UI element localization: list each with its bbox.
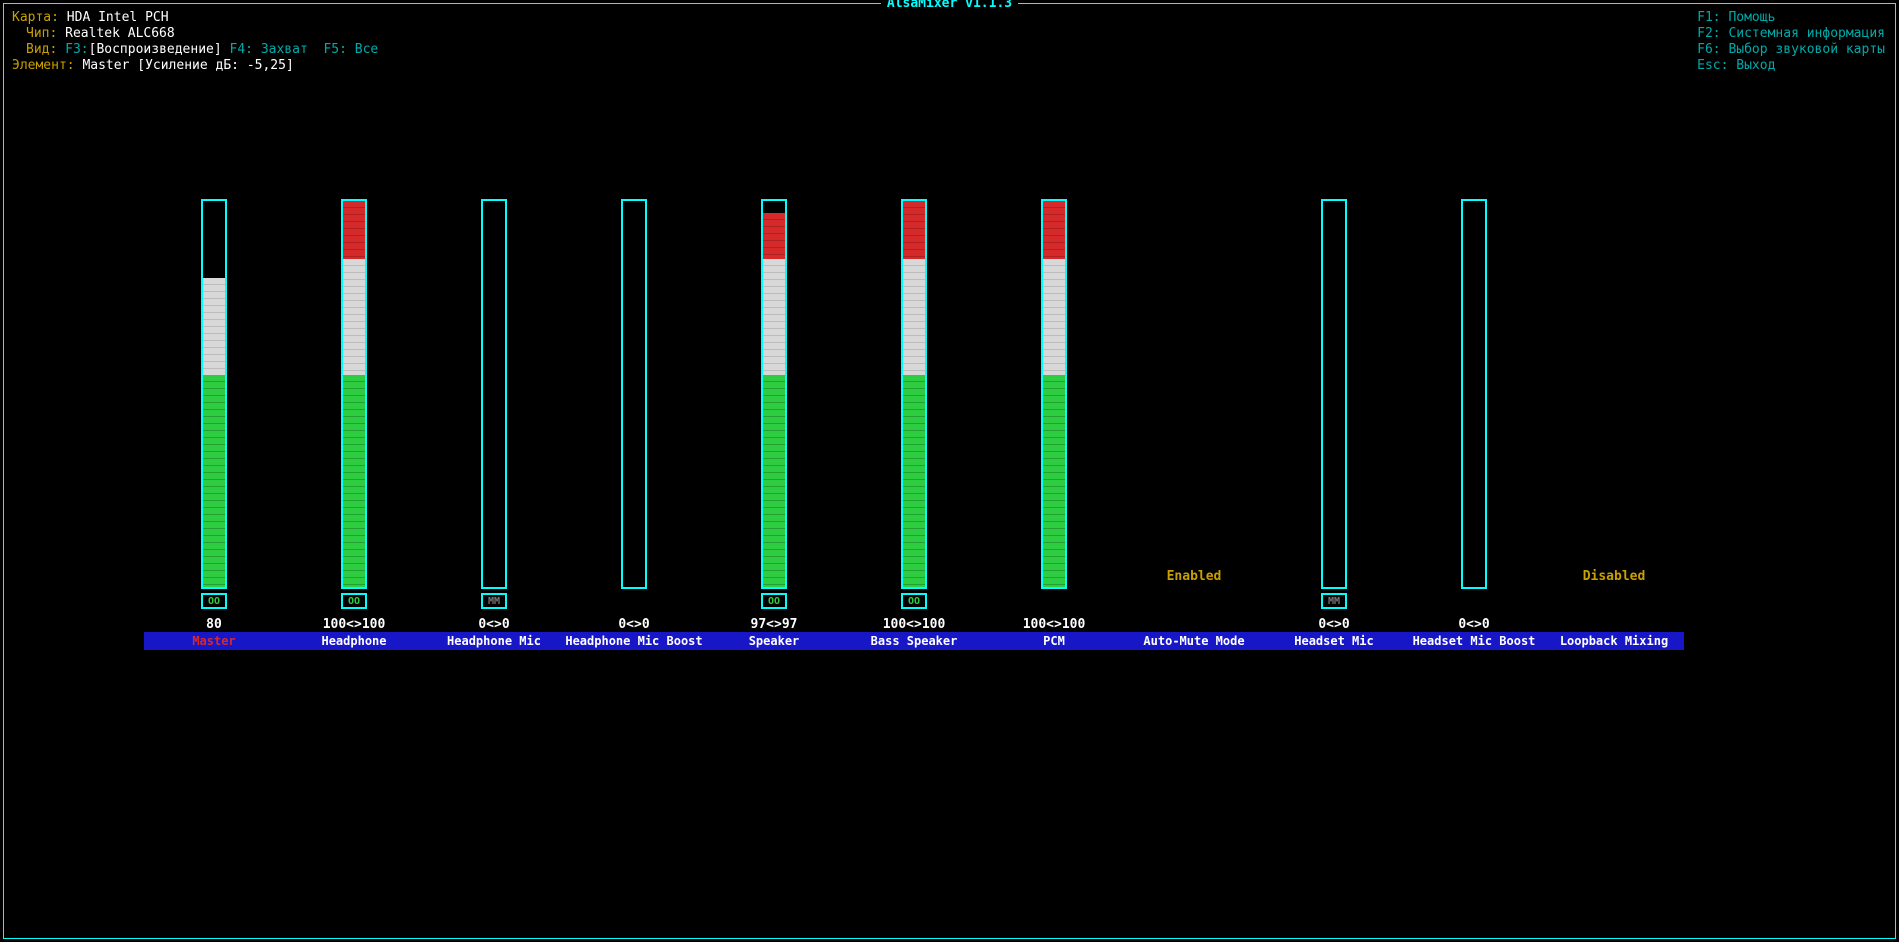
card-value: HDA Intel PCH bbox=[67, 10, 169, 25]
help-f2-txt: Системная информация bbox=[1728, 26, 1885, 41]
volume-bar[interactable] bbox=[901, 199, 927, 589]
help-f1-key[interactable]: F1: bbox=[1697, 10, 1720, 25]
mute-indicator[interactable]: MM bbox=[481, 593, 507, 609]
channel-label[interactable]: Headphone Mic Boost bbox=[564, 632, 704, 650]
help-esc-key[interactable]: Esc: bbox=[1697, 58, 1728, 73]
level-readout: 0<>0 bbox=[1318, 617, 1349, 632]
channel-label[interactable]: Auto-Mute Mode bbox=[1124, 632, 1264, 650]
help-f6-txt: Выбор звуковой карты bbox=[1728, 42, 1885, 57]
channel-label[interactable]: PCM bbox=[984, 632, 1124, 650]
level-readout: 0<>0 bbox=[1458, 617, 1489, 632]
channel-status: Disabled bbox=[1544, 569, 1684, 584]
channel-headset-mic[interactable]: MM 0<>0 bbox=[1264, 199, 1404, 659]
channel-auto-mute-mode[interactable]: Enabled bbox=[1124, 199, 1264, 659]
channel-master[interactable]: OO 80 bbox=[144, 199, 284, 659]
channel-label[interactable]: Master<> bbox=[144, 632, 284, 650]
channel-label[interactable]: Headset Mic bbox=[1264, 632, 1404, 650]
chip-value: Realtek ALC668 bbox=[65, 26, 175, 41]
help-esc-txt: Выход bbox=[1736, 58, 1775, 73]
volume-bar[interactable] bbox=[1461, 199, 1487, 589]
level-readout: 100<>100 bbox=[883, 617, 946, 632]
level-readout: 0<>0 bbox=[618, 617, 649, 632]
card-info-block: Карта: HDA Intel PCH Чип: Realtek ALC668… bbox=[12, 10, 378, 74]
mute-indicator[interactable]: MM bbox=[1321, 593, 1347, 609]
help-f1-txt: Помощь bbox=[1728, 10, 1775, 25]
channel-status: Enabled bbox=[1124, 569, 1264, 584]
channel-loopback-mixing[interactable]: Disabled bbox=[1544, 199, 1684, 659]
channel-pcm[interactable]: 100<>100 bbox=[984, 199, 1124, 659]
help-f2-key[interactable]: F2: bbox=[1697, 26, 1720, 41]
channel-headphone[interactable]: OO 100<>100 bbox=[284, 199, 424, 659]
mute-indicator[interactable]: OO bbox=[901, 593, 927, 609]
volume-bar[interactable] bbox=[481, 199, 507, 589]
volume-bar[interactable] bbox=[1041, 199, 1067, 589]
level-readout: 80 bbox=[206, 617, 222, 632]
channel-bass-speaker[interactable]: OO 100<>100 bbox=[844, 199, 984, 659]
channel-label[interactable]: Headphone bbox=[284, 632, 424, 650]
view-f4[interactable]: F4: Захват bbox=[230, 42, 308, 57]
chip-label: Чип: bbox=[12, 26, 57, 41]
view-f5[interactable]: F5: Все bbox=[323, 42, 378, 57]
help-f6-key[interactable]: F6: bbox=[1697, 42, 1720, 57]
level-readout: 0<>0 bbox=[478, 617, 509, 632]
view-label: Вид: bbox=[12, 42, 57, 57]
channel-label[interactable]: Headphone Mic bbox=[424, 632, 564, 650]
channel-label[interactable]: Loopback Mixing bbox=[1544, 632, 1684, 650]
level-readout: 100<>100 bbox=[323, 617, 386, 632]
channel-label[interactable]: Headset Mic Boost bbox=[1404, 632, 1544, 650]
channel-label[interactable]: Bass Speaker bbox=[844, 632, 984, 650]
volume-bar[interactable] bbox=[621, 199, 647, 589]
channel-headphone-mic[interactable]: MM 0<>0 bbox=[424, 199, 564, 659]
channel-headphone-mic-boost[interactable]: 0<>0 bbox=[564, 199, 704, 659]
channel-headset-mic-boost[interactable]: 0<>0 bbox=[1404, 199, 1544, 659]
mute-indicator[interactable]: OO bbox=[341, 593, 367, 609]
item-label: Элемент: bbox=[12, 58, 75, 73]
app-title: AlsaMixer v1.1.3 bbox=[881, 0, 1018, 11]
volume-bar[interactable] bbox=[341, 199, 367, 589]
mute-indicator[interactable]: OO bbox=[761, 593, 787, 609]
level-readout: 97<>97 bbox=[751, 617, 798, 632]
card-label: Карта: bbox=[12, 10, 59, 25]
mixer-area: OO 80 OO 100<>100 MM 0<>0 0<>0 OO 97<>97 OO 100<>1… bbox=[144, 199, 1865, 659]
volume-bar[interactable] bbox=[1321, 199, 1347, 589]
view-f3-key[interactable]: F3: bbox=[65, 42, 88, 57]
volume-bar[interactable] bbox=[761, 199, 787, 589]
app-frame: AlsaMixer v1.1.3 Карта: HDA Intel PCH Чи… bbox=[3, 3, 1896, 939]
level-readout: 100<>100 bbox=[1023, 617, 1086, 632]
item-value: Master [Усиление дБ: -5,25] bbox=[82, 58, 293, 73]
volume-bar[interactable] bbox=[201, 199, 227, 589]
channel-name-row: Master<>HeadphoneHeadphone MicHeadphone … bbox=[144, 632, 1865, 650]
channel-label[interactable]: Speaker bbox=[704, 632, 844, 650]
channel-speaker[interactable]: OO 97<>97 bbox=[704, 199, 844, 659]
help-block: F1: Помощь F2: Системная информация F6: … bbox=[1697, 10, 1885, 74]
view-f3-val: [Воспроизведение] bbox=[89, 42, 222, 57]
mute-indicator[interactable]: OO bbox=[201, 593, 227, 609]
